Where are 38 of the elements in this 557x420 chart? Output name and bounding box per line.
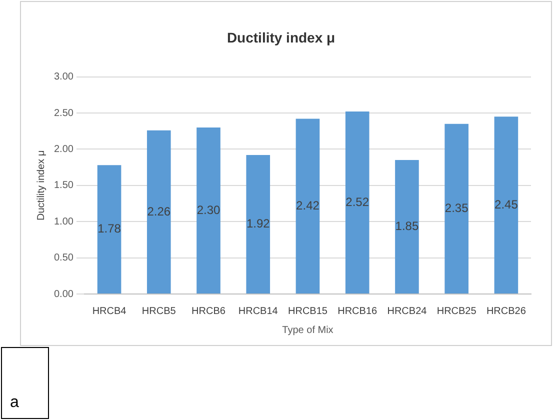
x-tick-label: HRCB6 xyxy=(192,306,226,317)
data-label: 2.30 xyxy=(196,202,221,217)
bar xyxy=(246,154,270,294)
bar xyxy=(146,130,171,294)
data-label: 2.26 xyxy=(147,204,171,218)
data-label: 1.92 xyxy=(246,216,270,231)
x-tick-label: HRCB5 xyxy=(142,306,176,317)
data-label: 1.85 xyxy=(395,219,419,234)
data-label: 2.45 xyxy=(494,197,518,212)
text: a xyxy=(10,394,19,412)
y-tick-label: 0.50 xyxy=(54,252,74,264)
y-axis-title: Ductility index μ xyxy=(36,150,47,221)
y-tick-label: 2.50 xyxy=(54,108,74,119)
x-tick-label: HRCB16 xyxy=(338,306,378,317)
x-tick-label: HRCB15 xyxy=(288,306,328,317)
data-label: 1.78 xyxy=(98,222,122,236)
data-label: 2.42 xyxy=(296,198,320,212)
x-tick-label: HRCB25 xyxy=(436,306,477,317)
y-tick-label: 2.00 xyxy=(54,144,74,155)
bar xyxy=(97,165,122,294)
data-label: 2.35 xyxy=(444,200,469,215)
y-tick-label: 3.00 xyxy=(54,72,74,83)
bar xyxy=(395,160,419,294)
x-tick-label: HRCB4 xyxy=(92,306,127,317)
x-tick-label: HRCB26 xyxy=(486,306,526,317)
bar xyxy=(296,118,320,294)
data-label: 2.52 xyxy=(346,194,370,209)
bar xyxy=(494,116,518,294)
x-tick-label: HRCB24 xyxy=(387,306,428,317)
y-tick-label: 1.00 xyxy=(54,216,74,228)
bar xyxy=(345,112,370,294)
y-tick-label: 0.00 xyxy=(54,288,74,300)
bar xyxy=(444,124,468,294)
chart-title: Ductility index μ xyxy=(226,29,336,46)
y-tick-label: 1.50 xyxy=(54,180,74,192)
x-axis-title: Type of Mix xyxy=(282,324,334,336)
x-tick-label: HRCB14 xyxy=(238,306,278,317)
bar xyxy=(196,127,220,294)
